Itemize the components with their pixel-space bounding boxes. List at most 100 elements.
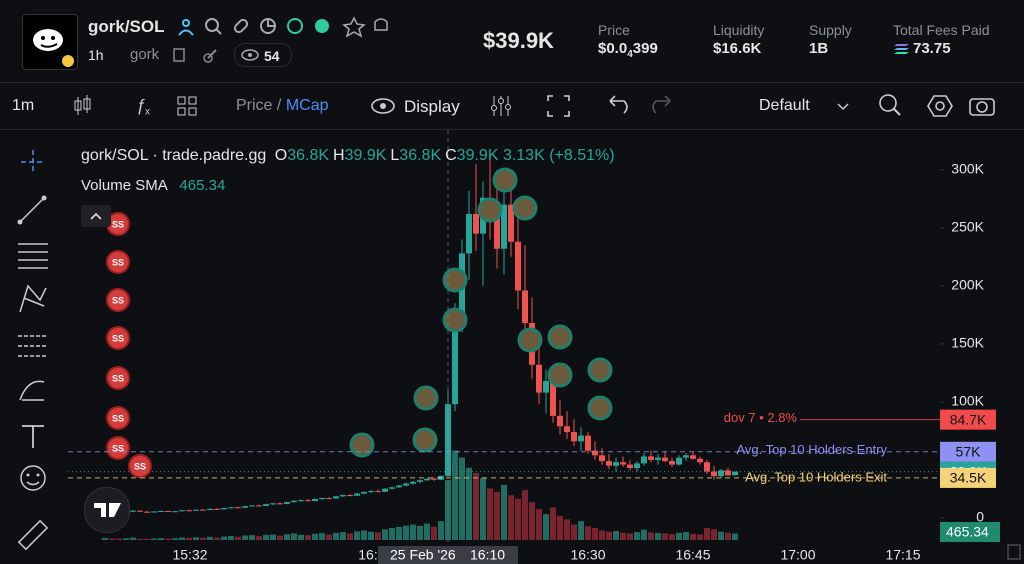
volume-bar [137, 538, 143, 540]
legend: gork/SOL · trade.padre.gg O36.8K H39.9K L3… [81, 147, 615, 165]
volume-bar [557, 515, 563, 540]
volume-bar [200, 537, 206, 540]
watchers: 54 [264, 48, 280, 64]
volume-bar [438, 521, 444, 540]
price-value: $0.04399 [598, 40, 658, 60]
trade-marker-label: SS [134, 461, 146, 471]
volume-bar [375, 532, 381, 540]
volume-bar [242, 535, 248, 540]
toolbar-icons-mid[interactable] [488, 91, 688, 121]
candle-body [718, 470, 724, 477]
candle-body [564, 426, 570, 433]
name: gork [130, 46, 160, 63]
x-tick-label: 16:45 [675, 547, 710, 563]
price-zeros: 4 [627, 49, 633, 60]
toolbar-icons-right[interactable] [836, 91, 1022, 121]
stat-value: $16.6K [713, 40, 762, 57]
crosshair-date: 25 Feb '26 [390, 547, 456, 563]
y-tick-label: 150K [951, 335, 984, 351]
display-icon[interactable] [370, 95, 398, 117]
candle-body [333, 496, 339, 499]
layout-select[interactable]: Default [759, 97, 810, 114]
volume-bar [193, 537, 199, 540]
candle-body [662, 457, 668, 462]
volume-bar [494, 491, 500, 540]
price-option[interactable]: Price [236, 97, 273, 114]
volume-bar [529, 502, 535, 540]
volume-bar [424, 523, 430, 540]
drawing-tools[interactable] [0, 130, 68, 564]
logo-art [33, 29, 74, 67]
copy-link-icons[interactable] [172, 46, 228, 64]
trade-marker-label: SS [112, 373, 124, 383]
candle-body [172, 511, 178, 513]
display[interactable]: Display [404, 97, 460, 116]
header-icons[interactable] [176, 16, 391, 38]
volume-bar [536, 509, 542, 540]
market-cap: $39.9K [483, 28, 554, 53]
volume-bar [179, 537, 185, 540]
trade-marker [492, 167, 518, 193]
trade-marker [106, 288, 130, 312]
volume-badge [940, 522, 1000, 542]
y-tick-label: 0 [976, 509, 984, 525]
volume-bar [480, 478, 486, 540]
candle-body [242, 506, 248, 508]
ohlc-key: C [445, 147, 457, 164]
price-badge [940, 441, 996, 462]
volume-bar [571, 524, 577, 540]
candle-body [536, 364, 542, 393]
candle-body [207, 508, 213, 510]
trade-marker-label: SS [112, 443, 124, 453]
watchers-pill[interactable]: 54 [234, 43, 292, 67]
volume-bar [515, 498, 521, 540]
volume-bar [326, 534, 332, 540]
candle-body [466, 213, 472, 254]
candle-body [382, 488, 388, 492]
candle-body [130, 510, 136, 512]
collapse-button[interactable] [81, 205, 111, 227]
candle-body [347, 495, 353, 497]
tv-logo[interactable] [84, 487, 130, 533]
candle-body [361, 492, 367, 494]
volume-bar [592, 527, 598, 540]
volume-bar [151, 538, 157, 540]
candle-body [669, 461, 675, 465]
candle-body [571, 432, 577, 442]
candle-body [627, 464, 633, 469]
candle-body [550, 381, 556, 416]
interval[interactable]: 1m [12, 97, 35, 114]
candle-body [592, 450, 598, 456]
volume-bar [340, 532, 346, 540]
volume-bar [116, 538, 122, 540]
volume-bar [725, 532, 731, 540]
candle-body [221, 508, 227, 510]
volume-bar [578, 521, 584, 540]
candle-body [648, 456, 654, 460]
volume-bar [207, 536, 213, 540]
trade-marker [349, 432, 375, 458]
mcap-option[interactable]: MCap [285, 97, 329, 114]
ohlc-key: H [333, 147, 345, 164]
candle-body [389, 487, 395, 489]
volume-bar [123, 538, 129, 540]
x-tick-label: 15:32 [172, 547, 207, 563]
svg-text:x: x [145, 107, 150, 118]
volume-bar [676, 532, 682, 540]
volume-bar [277, 535, 283, 540]
token-logo [22, 14, 78, 70]
crosshair-label-bg [378, 546, 518, 564]
candle-body [711, 471, 717, 477]
candle-body [214, 508, 220, 510]
ohlc-value: 36.8K [287, 147, 330, 164]
candle-body [305, 500, 311, 502]
candle-body [319, 498, 325, 500]
candle-body [249, 505, 255, 507]
volume-bar [627, 533, 633, 540]
volume-bar [466, 467, 472, 540]
volume-bar [648, 532, 654, 540]
price-mcap-toggle[interactable]: Price / MCap [236, 97, 329, 115]
candle-body [424, 478, 430, 481]
